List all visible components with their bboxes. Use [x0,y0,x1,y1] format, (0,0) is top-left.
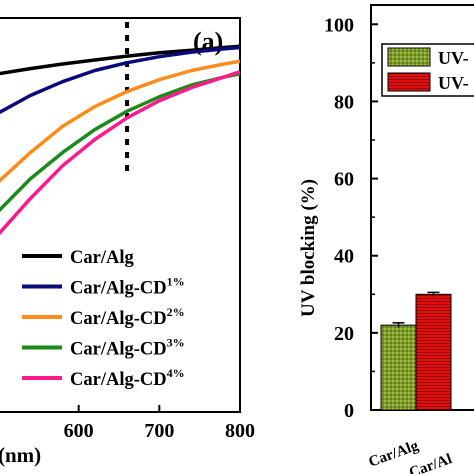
bar-series-1-cat-1 [380,324,417,411]
y-tick-label-6: 100 [324,14,354,36]
y-tick-label-5: 80 [334,91,354,113]
legend-label-1: Car/Alg [70,248,134,268]
panel-b-bar-chart: UV blocking (%) 0 20 40 60 80 100 Car/AlgCar/… [298,4,474,474]
y-tick-label-4: 60 [334,169,354,191]
panel-a-legend: Car/Alg Car/Alg-CD1% Car/Alg-CD2% Car/Alg-C… [22,248,185,390]
bar-series-2-cat-1 [415,293,452,411]
x-tick-label-2: 700 [144,420,174,442]
series-line-5 [0,70,241,236]
legend-label-3: Car/Alg-CD2% [70,305,185,329]
series-line-2 [0,45,241,115]
panel-a-series-lines [0,44,241,236]
bar-legend-swatch-2 [387,72,431,92]
panel-a-x-ticks: 600 700 800 [64,405,255,442]
panel-a-plot-frame [0,17,241,413]
legend-label-5: Car/Alg-CD4% [70,366,185,390]
panel-b-legend: UV- UV- [381,43,474,97]
panel-b-y-axis-label: UV blocking (%) [298,179,319,317]
panel-a-x-axis-label: (nm) [0,443,41,467]
panel-b-bars [380,291,452,411]
legend-label-4: Car/Alg-CD3% [70,336,185,360]
bar-legend-swatch-1 [387,47,431,67]
bar-legend-label-2: UV- [438,73,469,93]
bar-legend-label-1: UV- [438,48,469,68]
x-tick-label-3: 800 [225,420,255,442]
y-tick-label-1: 0 [344,400,354,422]
panel-a-line-chart: (a) 600 700 800 (nm) Car/AlgCar/Alg-CD1%Ca… [0,17,255,467]
y-tick-label-2: 20 [334,323,354,345]
legend-label-2: Car/Alg-CD1% [70,275,185,299]
y-tick-label-3: 40 [334,246,354,268]
x-tick-label-1: 600 [64,420,94,442]
panel-b-y-ticks: 0 20 40 60 80 100 [324,14,378,422]
series-line-3 [0,59,241,183]
